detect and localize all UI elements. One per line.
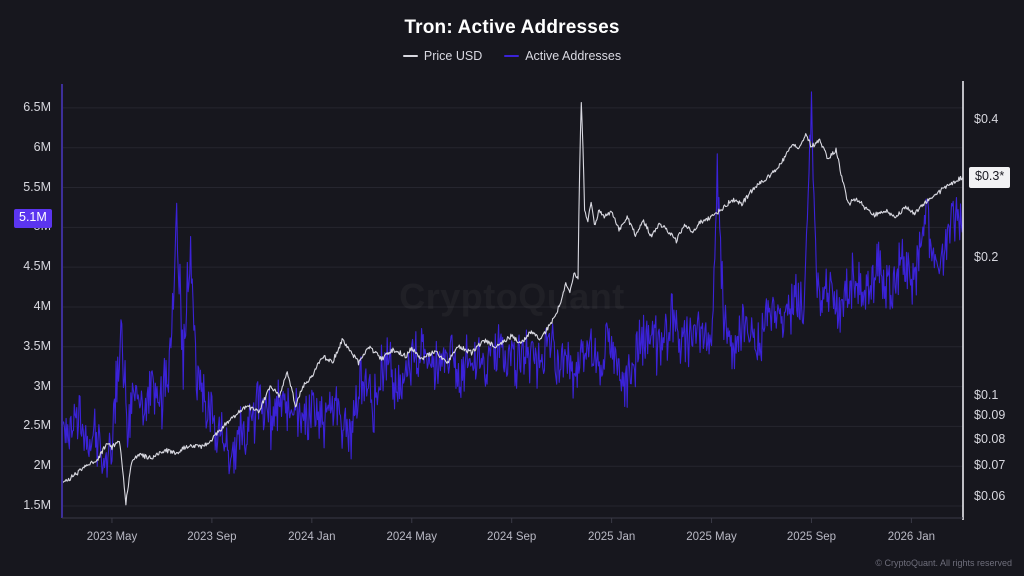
y-axis-right-tick-label: $0.09 xyxy=(974,408,1006,423)
y-axis-left-tick-label: 5.5M xyxy=(23,179,51,194)
y-axis-right-tick-label: $0.2 xyxy=(974,249,999,264)
x-axis-tick-label: 2026 Jan xyxy=(887,531,936,543)
price-value-badge: $0.3* xyxy=(969,167,1011,188)
y-axis-right-tick-label: $0.08 xyxy=(974,431,1006,446)
legend-label-active-addresses: Active Addresses xyxy=(525,49,622,63)
series-active-addresses xyxy=(61,91,964,478)
x-axis-tick-label: 2025 Sep xyxy=(786,531,837,543)
x-axis-tick-label: 2023 May xyxy=(86,531,138,543)
y-axis-left-tick-label: 6M xyxy=(33,139,51,154)
y-axis-right-tick-label: $0.06 xyxy=(974,489,1006,504)
y-axis-right-tick-label: $0.4 xyxy=(974,112,999,127)
line-swatch-icon xyxy=(504,55,520,57)
legend-item-price-usd[interactable]: Price USD xyxy=(402,49,483,63)
x-axis-ticks xyxy=(111,518,912,523)
x-axis-tick-label: 2024 Jan xyxy=(288,531,336,543)
chart-legend: Price USD Active Addresses xyxy=(0,49,1024,63)
y-axis-left-tick-label: 3M xyxy=(33,378,51,393)
copyright-notice: © CryptoQuant. All rights reserved xyxy=(875,558,1012,568)
y-axis-left-tick-label: 3.5M xyxy=(23,338,51,353)
y-axis-left-tick-label: 4M xyxy=(33,298,51,313)
x-axis-tick-label: 2024 May xyxy=(386,531,438,543)
x-axis-tick-label: 2023 Sep xyxy=(187,531,237,543)
gridlines xyxy=(62,107,963,507)
line-swatch-icon xyxy=(402,55,418,57)
active-addresses-value-badge: 5.1M xyxy=(14,209,52,229)
y-axis-left-tick-label: 2.5M xyxy=(23,418,51,433)
y-axis-left-tick-label: 1.5M xyxy=(23,498,51,513)
x-axis-tick-label: 2024 Sep xyxy=(487,531,537,543)
legend-item-active-addresses[interactable]: Active Addresses xyxy=(504,49,621,63)
x-axis-tick-label: 2025 Jan xyxy=(587,531,636,543)
y-axis-left-tick-label: 6.5M xyxy=(23,99,51,114)
y-axis-left-tick-label: 4.5M xyxy=(23,259,51,274)
legend-label-price-usd: Price USD xyxy=(423,49,483,63)
page-title: Tron: Active Addresses xyxy=(404,17,620,38)
y-axis-left-tick-label: 2M xyxy=(33,458,51,473)
x-axis-tick-label: 2025 May xyxy=(686,531,737,543)
y-axis-right-tick-label: $0.1 xyxy=(974,387,999,402)
y-axis-right-tick-label: $0.07 xyxy=(974,458,1006,473)
series-price-usd xyxy=(61,101,964,506)
